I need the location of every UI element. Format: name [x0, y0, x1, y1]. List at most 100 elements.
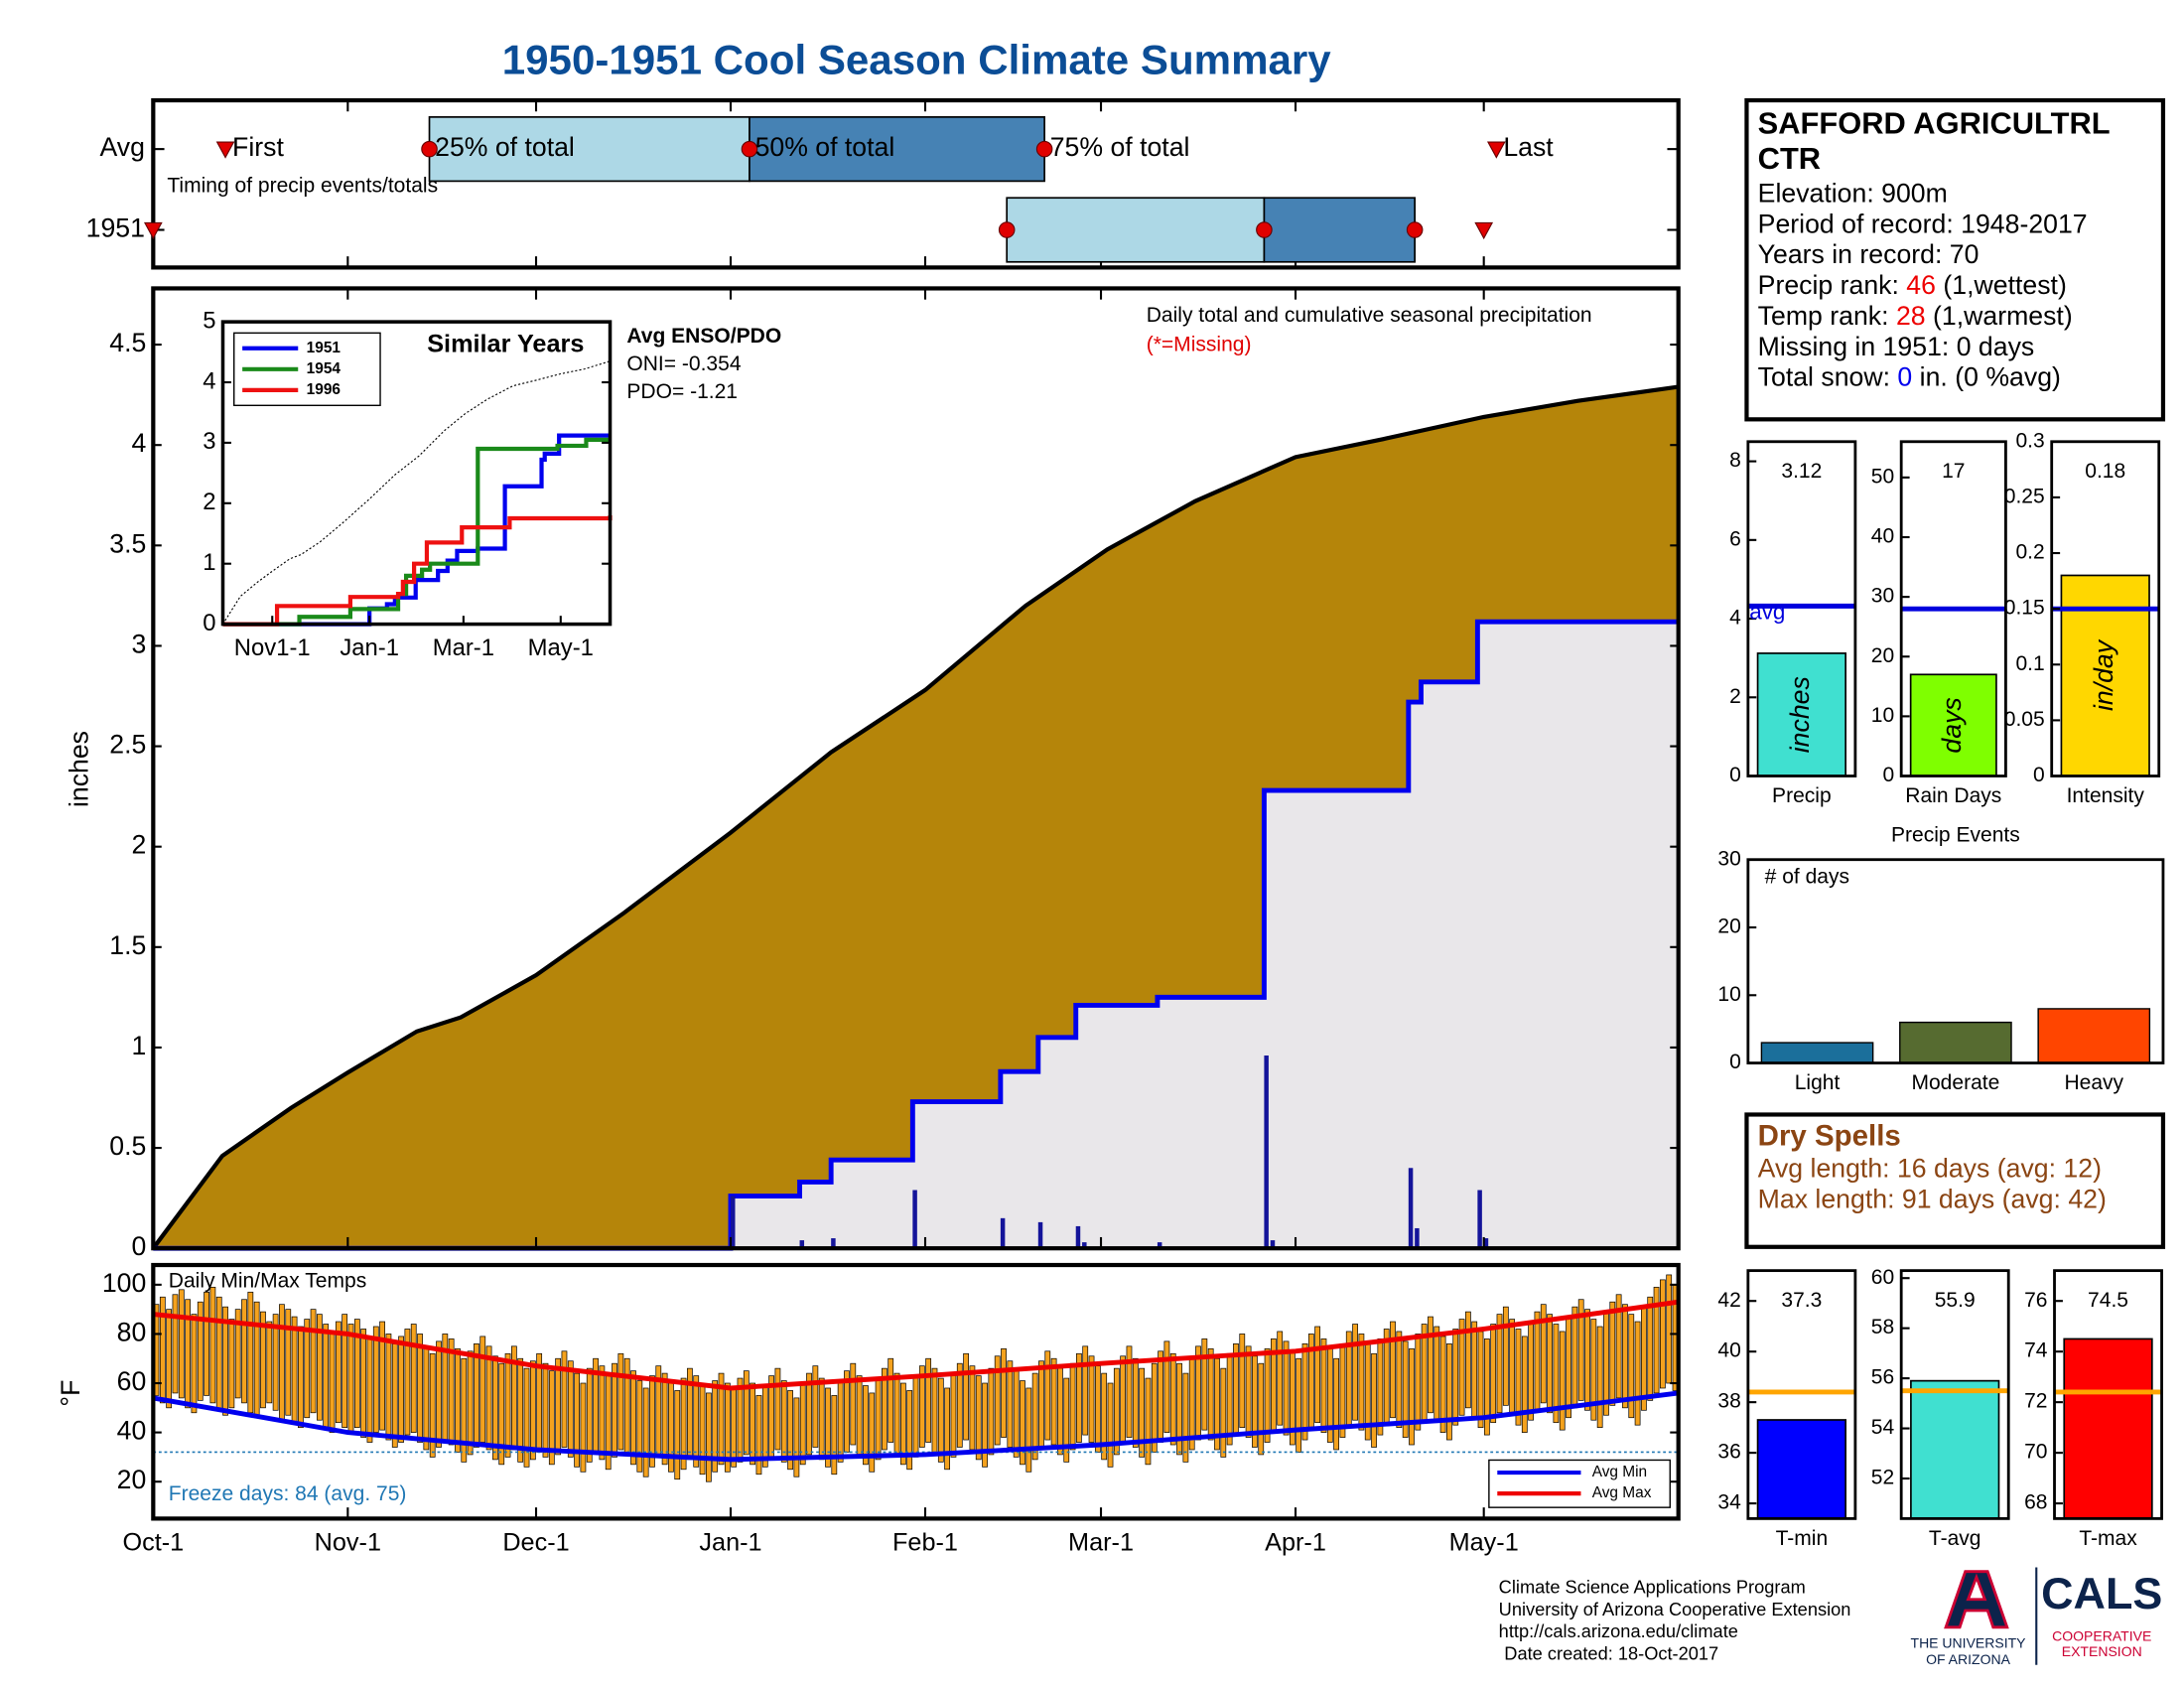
- daily-temp-bar: [988, 1367, 995, 1456]
- daily-temp-bar: [1377, 1338, 1384, 1436]
- y-tick-label: 4.5: [109, 328, 146, 357]
- daily-temp-bar: [1020, 1380, 1025, 1466]
- dry-max: Max length: 91 days (avg: 42): [1757, 1186, 2107, 1215]
- note: in. (0 %avg): [1912, 363, 2061, 393]
- daily-temp-bar: [353, 1319, 360, 1429]
- y-tick-label: 0.05: [2004, 708, 2045, 731]
- precip-rank: Precip rank: 46 (1,wettest): [1758, 272, 2159, 303]
- cals-logo: CALS: [2041, 1568, 2162, 1618]
- daily-temp-bar: [253, 1301, 260, 1419]
- daily-temp-bar: [780, 1380, 787, 1463]
- daily-temp-bar: [1088, 1355, 1095, 1443]
- daily-temp-bar: [574, 1372, 580, 1468]
- logo-a: [1944, 1570, 2009, 1629]
- daily-temp-bar: [925, 1357, 932, 1443]
- daily-temp-bar: [504, 1352, 511, 1458]
- daily-temp-bar: [1063, 1377, 1070, 1463]
- daily-temp-bar: [693, 1375, 700, 1468]
- daily-temp-bar: [755, 1395, 762, 1476]
- daily-temp-bar: [1050, 1357, 1057, 1446]
- daily-temp-bar: [178, 1289, 185, 1399]
- daily-temp-bar: [1490, 1324, 1497, 1424]
- daily-temp-bar: [1383, 1329, 1390, 1426]
- quartile-box: [1263, 197, 1416, 263]
- x-axis-label: Rain Days: [1905, 784, 2001, 807]
- daily-temp-bar: [1590, 1319, 1597, 1421]
- y-tick-label: 56: [1871, 1366, 1894, 1389]
- x-tick-label: Light: [1795, 1071, 1841, 1094]
- temp-rank: Temp rank: 28 (1,warmest): [1758, 302, 2159, 333]
- daily-temp-bar: [831, 1395, 838, 1476]
- dry-spells-title: Dry Spells: [1757, 1120, 1901, 1153]
- daily-temp-bar: [291, 1316, 298, 1424]
- daily-temp-bar: [1559, 1331, 1566, 1431]
- x-axis-label: Intensity: [2067, 784, 2145, 807]
- university-logo: THE UNIVERSITY OF ARIZONA CALS COOPERATI…: [1911, 1567, 2162, 1667]
- daily-temp-bar: [329, 1334, 336, 1433]
- daily-temp-bar: [1301, 1343, 1308, 1441]
- avg-label: avg: [1749, 599, 1785, 624]
- y-tick-label: 0.5: [109, 1131, 146, 1161]
- plot-frame: [1899, 1269, 2010, 1520]
- daily-temp-bar: [1433, 1326, 1440, 1424]
- daily-temp-bar: [869, 1392, 876, 1473]
- credit-line: Climate Science Applications Program: [1499, 1576, 1806, 1597]
- daily-temp-bar: [1201, 1338, 1208, 1431]
- daily-temp-bar: [410, 1324, 417, 1433]
- daily-temp-bar: [335, 1321, 341, 1424]
- daily-temp-bar: [1409, 1347, 1415, 1446]
- daily-temp-bar: [1163, 1340, 1170, 1433]
- daily-temp-bar: [1660, 1279, 1666, 1389]
- x-tick-label: Nov1-1: [234, 634, 311, 661]
- daily-temp-bar: [1277, 1331, 1284, 1426]
- daily-precip-bar: [1264, 1055, 1269, 1249]
- event-marker: [1486, 141, 1506, 159]
- daily-temp-bar: [423, 1345, 430, 1451]
- x-tick-label: May-1: [1449, 1528, 1519, 1556]
- daily-temp-bar: [360, 1329, 367, 1438]
- quartile-marker: [421, 140, 438, 158]
- label: Precip rank:: [1757, 271, 1907, 302]
- x-tick-label: Moderate: [1911, 1071, 1999, 1094]
- y-tick-label: 0.3: [2015, 429, 2044, 452]
- daily-precip-bar: [799, 1240, 805, 1249]
- daily-temp-bar: [366, 1338, 373, 1443]
- daily-temp-bar: [899, 1382, 906, 1466]
- row-label: Avg: [99, 132, 144, 162]
- daily-temp-bar: [485, 1345, 492, 1451]
- legend-label: 1996: [307, 381, 341, 398]
- daily-temp-bar: [272, 1314, 279, 1411]
- y-tick-label: 2: [203, 489, 215, 515]
- rank: 46: [1906, 271, 1936, 302]
- station-years: Years in record: 70: [1757, 240, 1979, 271]
- daily-temp-bar: [1352, 1324, 1358, 1421]
- daily-temp-bar: [612, 1362, 617, 1458]
- y-tick-label: 4: [131, 428, 146, 458]
- daily-temp-bar: [1653, 1286, 1660, 1394]
- daily-temp-bar: [882, 1367, 887, 1451]
- y-tick-label: 0: [1882, 764, 1894, 786]
- daily-temp-bar: [863, 1385, 869, 1466]
- y-tick-label: 0: [1729, 764, 1741, 786]
- y-tick-label: 3.5: [109, 528, 146, 558]
- daily-temp-bar: [774, 1367, 781, 1451]
- daily-temp-bar: [436, 1340, 442, 1448]
- y-axis-label: inches: [64, 731, 93, 807]
- y-tick-label: 20: [1717, 915, 1740, 938]
- y-tick-label: 0.1: [2015, 652, 2044, 675]
- daily-temp-bar: [310, 1309, 317, 1414]
- daily-temp-bar: [1396, 1331, 1403, 1429]
- station-box: [1744, 97, 2166, 422]
- daily-temp-bar: [323, 1324, 330, 1431]
- daily-temp-bar: [429, 1352, 436, 1458]
- marker-label: 50% of total: [755, 132, 895, 162]
- daily-temp-bar: [1540, 1304, 1547, 1404]
- avg-temp-line: [152, 1390, 1679, 1463]
- y-tick-label: 2: [131, 830, 146, 860]
- credits: Climate Science Applications Program Uni…: [1499, 1576, 1851, 1663]
- daily-temp-bar: [1314, 1326, 1321, 1424]
- unit-label: in/day: [2089, 638, 2118, 711]
- y-tick-label: 40: [117, 1416, 147, 1446]
- daily-temp-bar: [1521, 1336, 1528, 1433]
- chart-title: Precip Events: [1891, 823, 2020, 846]
